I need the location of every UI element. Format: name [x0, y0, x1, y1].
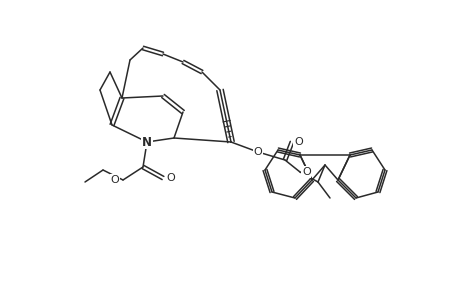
Text: O: O	[302, 167, 310, 177]
Text: O: O	[166, 173, 174, 183]
Text: O: O	[110, 175, 119, 185]
Text: N: N	[142, 136, 151, 148]
Text: O: O	[253, 147, 262, 157]
Text: O: O	[293, 137, 302, 147]
